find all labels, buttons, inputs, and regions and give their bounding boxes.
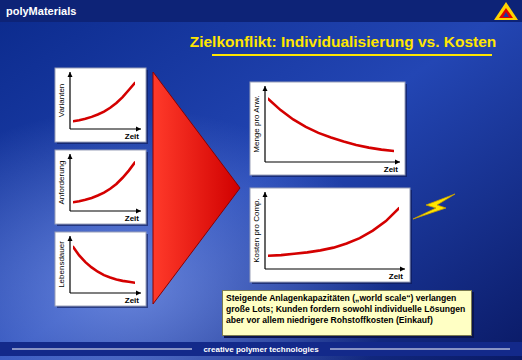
slide: polyMaterials Zielkonflikt: Individualisi…: [0, 0, 522, 360]
plot-area: [73, 83, 135, 121]
y-label: Menge pro Anw.: [252, 95, 261, 152]
line: [268, 208, 399, 256]
x-label: Zeit: [125, 132, 140, 141]
x-axis-arrow: [400, 267, 405, 272]
y-axis: [264, 86, 265, 162]
footer-bar: [0, 342, 522, 356]
footer: creative polymer technologies: [203, 345, 319, 354]
x-axis-arrow: [136, 291, 141, 296]
x-label: Zeit: [384, 165, 399, 174]
background: [0, 0, 522, 360]
note-box: Steigende Anlagenkapazitäten („world sca…: [222, 290, 472, 336]
panel: [250, 82, 405, 175]
chart: Varianten Zeit: [55, 68, 148, 144]
x-axis-arrow: [136, 209, 141, 214]
brand: polyMaterials: [6, 5, 76, 17]
y-axis-arrow: [68, 154, 73, 159]
x-axis: [265, 268, 405, 269]
y-axis: [69, 154, 70, 211]
panel: [55, 68, 146, 142]
line: [73, 247, 135, 283]
x-axis-arrow: [136, 127, 141, 132]
x-label: Zeit: [389, 272, 404, 281]
background-glow: [0, 0, 522, 360]
x-axis: [70, 292, 141, 293]
y-label: Varianten: [57, 84, 66, 118]
logo-part: [503, 12, 509, 17]
y-axis-arrow: [263, 86, 268, 91]
title: Zielkonflikt: Individualisierung vs. Kos…: [190, 33, 497, 50]
line: [73, 162, 135, 202]
logo-part: [499, 8, 513, 18]
line: [73, 83, 135, 121]
plot-area: [268, 208, 399, 256]
y-axis-arrow: [68, 72, 73, 77]
panel: [250, 188, 410, 282]
title-underline: [212, 54, 492, 56]
logo-part: [494, 2, 518, 20]
panel: [55, 150, 146, 224]
y-axis: [69, 236, 70, 293]
lightning: [413, 194, 455, 219]
arrow: [153, 72, 240, 304]
y-axis-arrow: [68, 236, 73, 241]
footer-rule: [12, 349, 192, 350]
logo: [494, 2, 518, 20]
y-axis-arrow: [263, 192, 268, 197]
plot-area: [73, 247, 135, 283]
chart: Menge pro Anw. Zeit: [250, 82, 407, 177]
panel: [55, 232, 146, 306]
y-label: Kosten pro Comp.: [252, 198, 261, 262]
x-axis: [70, 210, 141, 211]
line: [268, 99, 394, 151]
y-label: Lebensdauer: [57, 241, 66, 288]
x-label: Zeit: [125, 296, 140, 305]
header-bar: [0, 0, 522, 22]
plot-area: [73, 162, 135, 202]
x-label: Zeit: [125, 214, 140, 223]
footer-rule: [330, 349, 510, 350]
y-axis: [69, 72, 70, 129]
plot-area: [268, 99, 394, 151]
x-axis: [265, 161, 400, 162]
chart: Lebensdauer Zeit: [55, 232, 148, 308]
chart: Kosten pro Comp. Zeit: [250, 188, 412, 284]
y-axis: [264, 192, 265, 269]
y-label: Anforderung: [57, 160, 66, 204]
x-axis: [70, 128, 141, 129]
note-text: Steigende Anlagenkapazitäten („world sca…: [226, 293, 465, 325]
x-axis-arrow: [395, 160, 400, 165]
chart: Anforderung Zeit: [55, 150, 148, 226]
